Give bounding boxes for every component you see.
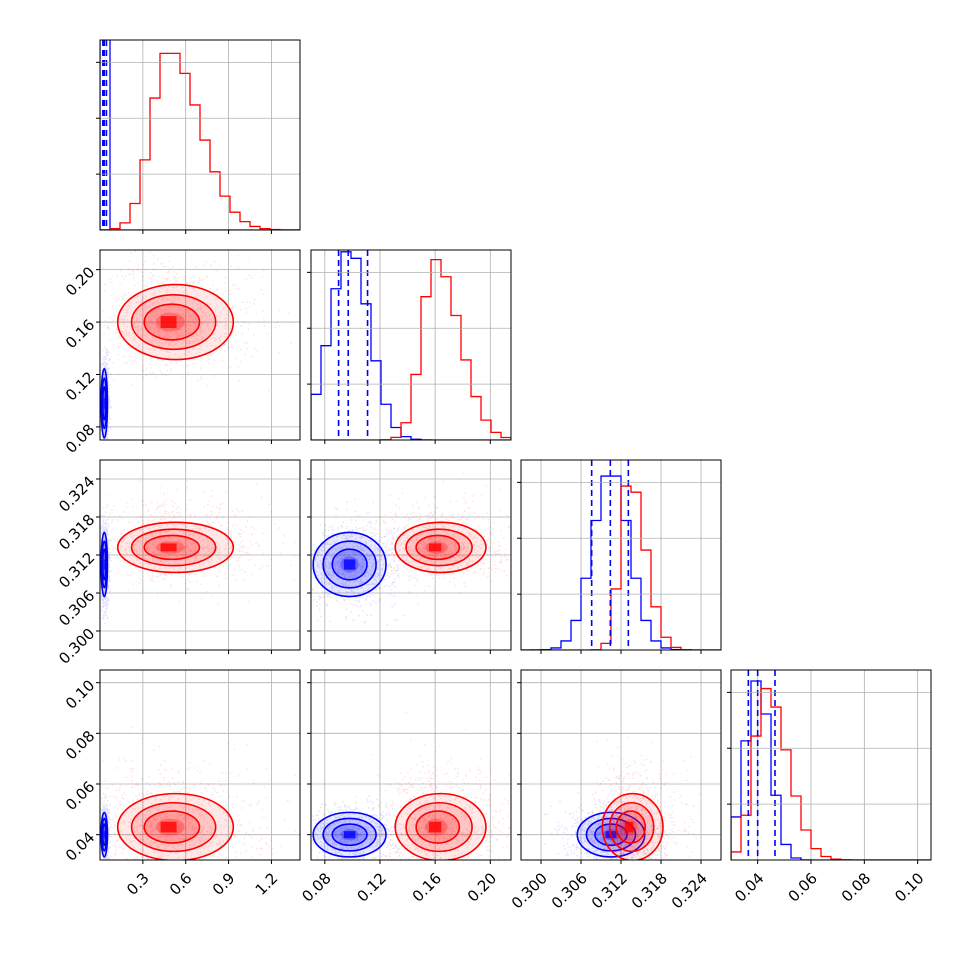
red-contour	[143, 810, 201, 844]
red-contour	[116, 283, 235, 361]
blue-contour	[331, 823, 368, 847]
red-density-peak	[624, 821, 634, 833]
red-contour	[601, 792, 664, 860]
panel-frame	[310, 669, 512, 861]
y-tick-label: 0.318	[55, 511, 98, 554]
y-tick-label: 0.300	[55, 625, 98, 668]
panel-frame	[99, 39, 301, 231]
scatter-panel-3-2	[307, 459, 512, 654]
y-tick-label: 0.16	[62, 316, 98, 352]
blue-contour	[576, 811, 646, 858]
blue-contour	[100, 531, 109, 598]
blue-contour	[322, 817, 377, 852]
scatter-panel-4-2	[307, 669, 512, 864]
x-tick-label: 0.312	[588, 869, 631, 912]
red-density-peak	[160, 821, 177, 833]
red-density-peak	[428, 821, 442, 833]
hist-panel-1	[96, 39, 301, 234]
red-contour	[116, 521, 235, 574]
x-tick-label: 0.6	[166, 869, 196, 899]
x-tick-label: 0.300	[508, 869, 551, 912]
blue-contour	[322, 540, 377, 589]
blue-density-peak	[103, 559, 105, 570]
panel-frame	[730, 669, 932, 861]
red-contour	[130, 294, 217, 351]
x-tick-label: 0.08	[838, 869, 874, 905]
red-contour	[608, 801, 655, 853]
red-histogram	[731, 687, 931, 860]
blue-contour	[100, 811, 109, 858]
hist-panel-2	[307, 249, 512, 444]
x-tick-label: 0.20	[464, 869, 500, 905]
panel-frame	[99, 249, 301, 441]
x-tick-label: 1.2	[252, 869, 282, 899]
blue-density-peak	[343, 559, 356, 570]
y-tick-label: 0.312	[55, 549, 98, 592]
blue-contour	[101, 385, 107, 421]
blue-density-peak	[343, 831, 356, 839]
x-tick-label: 0.08	[298, 869, 334, 905]
red-density-peak	[160, 543, 177, 552]
y-tick-label: 0.06	[62, 778, 98, 814]
blue-density-peak	[103, 397, 105, 409]
red-contour	[394, 521, 487, 574]
scatter-panel-4-1	[96, 669, 301, 864]
panel-frame	[99, 669, 301, 861]
blue-contour	[101, 823, 107, 847]
blue-contour	[331, 548, 368, 581]
x-tick-label: 0.04	[731, 869, 767, 905]
red-scatter-points	[100, 250, 293, 392]
y-tick-label: 0.12	[62, 368, 98, 404]
x-tick-label: 0.318	[628, 869, 671, 912]
red-contour	[394, 792, 487, 860]
red-density-peak	[428, 543, 442, 552]
red-contour	[130, 528, 217, 567]
scatter-panel-4-3	[517, 669, 722, 864]
scatter-panel-2-1	[96, 249, 301, 444]
blue-contour	[594, 823, 628, 847]
hist-panel-4	[727, 669, 932, 864]
y-tick-label: 0.306	[55, 587, 98, 630]
x-tick-label: 0.324	[668, 869, 711, 912]
y-tick-label: 0.08	[62, 421, 98, 457]
blue-contour	[100, 367, 109, 439]
red-contour	[415, 534, 461, 561]
x-tick-label: 0.3	[123, 869, 153, 899]
blue-contour	[101, 548, 107, 581]
red-contour	[143, 534, 201, 561]
red-contour	[143, 303, 201, 341]
panel-frame	[310, 249, 512, 441]
red-histogram	[100, 52, 300, 230]
x-tick-label: 0.306	[548, 869, 591, 912]
red-contour	[405, 528, 473, 567]
blue-density-peak	[103, 831, 105, 839]
red-contour	[405, 801, 473, 853]
red-histogram	[311, 258, 511, 440]
hist-panel-3	[517, 459, 722, 654]
red-contour	[615, 810, 647, 844]
x-tick-label: 0.12	[354, 869, 390, 905]
red-density-peak	[160, 316, 177, 329]
x-tick-label: 0.9	[209, 869, 239, 899]
x-tick-label: 0.06	[785, 869, 821, 905]
scatter-panel-3-1	[96, 459, 301, 654]
red-scatter-points	[100, 726, 296, 860]
red-contour	[130, 801, 217, 853]
y-tick-label: 0.08	[62, 727, 98, 763]
blue-contour	[312, 811, 387, 858]
red-contour	[415, 810, 461, 844]
blue-contour	[312, 531, 387, 598]
y-tick-label: 0.20	[62, 263, 98, 299]
x-tick-label: 0.10	[891, 869, 927, 905]
y-tick-label: 0.04	[62, 828, 98, 864]
y-tick-label: 0.324	[55, 473, 98, 516]
x-tick-label: 0.16	[409, 869, 445, 905]
y-tick-label: 0.10	[62, 676, 98, 712]
red-contour	[116, 792, 235, 860]
blue-histogram	[311, 251, 511, 440]
